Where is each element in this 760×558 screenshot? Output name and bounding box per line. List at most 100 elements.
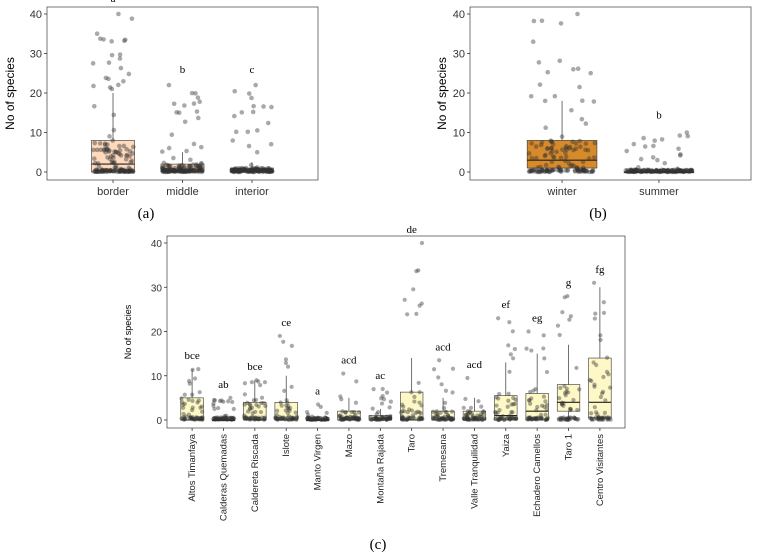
y-tick-label-c-0: 0 — [156, 416, 162, 427]
point-a-0-85 — [98, 147, 103, 153]
point-c-10-9 — [496, 417, 501, 423]
point-c-3-27 — [282, 388, 287, 393]
point-a-0-138 — [112, 149, 117, 154]
point-a-1-98 — [160, 167, 165, 173]
point-c-13-48 — [601, 374, 606, 380]
point-c-9-38 — [481, 412, 486, 417]
point-c-2-34 — [253, 415, 258, 420]
point-a-1-1 — [171, 167, 177, 173]
point-b-0-81 — [545, 169, 551, 174]
point-c-0-51 — [200, 417, 205, 422]
point-c-6-33 — [368, 414, 373, 420]
point-c-8-42 — [439, 417, 444, 422]
point-c-3-47 — [290, 416, 296, 421]
point-c-1-10 — [221, 415, 226, 420]
point-c-2-44 — [242, 381, 247, 386]
point-b-0-112 — [588, 70, 593, 76]
point-c-0-29 — [200, 415, 205, 420]
point-a-0-56 — [128, 168, 133, 174]
point-c-11-51 — [539, 416, 544, 421]
point-c-10-26 — [495, 416, 500, 421]
point-c-2-2 — [247, 402, 252, 407]
point-c-0-22 — [188, 415, 193, 420]
point-a-1-119 — [185, 168, 191, 174]
point-b-0-92 — [558, 21, 564, 26]
point-a-1-145 — [180, 169, 186, 174]
point-a-1-57 — [179, 166, 185, 171]
category-label-c-5: Mazo — [344, 434, 355, 457]
point-c-0-32 — [194, 415, 199, 420]
point-c-4-10 — [324, 410, 329, 415]
category-label-a-2: interior — [235, 186, 269, 198]
point-a-1-2 — [198, 144, 204, 150]
point-b-1-6 — [641, 168, 647, 173]
point-c-0-50 — [189, 408, 195, 413]
point-a-0-91 — [122, 169, 127, 174]
point-c-2-21 — [248, 403, 253, 408]
point-c-3-38 — [289, 416, 294, 421]
y-tick-label-c-2: 20 — [151, 328, 163, 339]
point-a-2-101 — [256, 167, 261, 173]
point-c-4-3 — [317, 416, 323, 421]
point-a-0-21 — [101, 169, 107, 174]
sig-letter-c-10: ef — [502, 299, 511, 311]
point-b-0-113 — [581, 167, 587, 172]
point-a-0-0 — [116, 11, 121, 17]
point-a-0-113 — [92, 168, 98, 174]
point-b-1-108 — [638, 169, 643, 175]
point-a-2-105 — [238, 167, 243, 173]
point-a-0-11 — [110, 168, 116, 174]
point-c-12-18 — [566, 416, 571, 421]
point-c-5-36 — [356, 417, 361, 422]
point-a-2-35 — [254, 166, 259, 172]
point-c-3-48 — [283, 357, 289, 362]
category-label-c-10: Yaiza — [501, 433, 512, 457]
point-c-11-50 — [534, 408, 539, 413]
point-a-2-97 — [239, 168, 244, 174]
point-c-2-17 — [254, 402, 259, 408]
point-c-3-1 — [277, 414, 282, 420]
point-a-2-70 — [268, 168, 274, 173]
point-b-1-103 — [669, 169, 674, 174]
point-a-1-63 — [181, 169, 187, 174]
point-c-8-50 — [431, 416, 436, 421]
point-c-9-9 — [467, 410, 472, 415]
point-a-0-126 — [98, 169, 104, 174]
point-c-10-12 — [514, 416, 519, 421]
point-c-11-22 — [528, 416, 533, 421]
point-c-6-4 — [380, 416, 385, 422]
point-b-1-57 — [655, 168, 661, 174]
point-c-10-24 — [509, 402, 514, 407]
point-a-1-107 — [195, 163, 201, 169]
point-c-3-24 — [285, 417, 291, 422]
point-c-3-11 — [291, 416, 296, 422]
point-a-1-113 — [180, 162, 185, 168]
point-c-13-1 — [600, 417, 605, 422]
point-a-0-148 — [95, 168, 101, 174]
point-a-0-142 — [123, 168, 128, 174]
point-c-9-1 — [482, 416, 487, 421]
point-b-0-114 — [543, 125, 548, 130]
point-a-2-53 — [232, 168, 238, 173]
point-c-10-33 — [512, 346, 517, 352]
point-c-0-27 — [182, 415, 187, 420]
point-b-1-131 — [681, 169, 686, 175]
point-a-2-118 — [231, 168, 237, 173]
point-a-0-76 — [102, 141, 108, 147]
point-c-3-35 — [286, 417, 292, 423]
point-b-0-96 — [569, 162, 575, 168]
point-c-6-10 — [384, 417, 389, 422]
point-b-0-21 — [580, 168, 586, 173]
point-c-3-41 — [283, 408, 288, 413]
point-c-5-22 — [353, 416, 359, 421]
point-c-7-3 — [411, 415, 416, 420]
point-c-4-44 — [305, 416, 310, 421]
point-c-5-53 — [338, 394, 343, 399]
point-c-7-52 — [416, 416, 421, 421]
point-a-1-122 — [178, 168, 184, 174]
point-a-2-86 — [266, 168, 272, 173]
point-c-1-24 — [211, 416, 217, 421]
point-c-12-47 — [557, 417, 562, 422]
point-b-0-132 — [575, 167, 580, 172]
point-b-0-127 — [571, 66, 576, 72]
